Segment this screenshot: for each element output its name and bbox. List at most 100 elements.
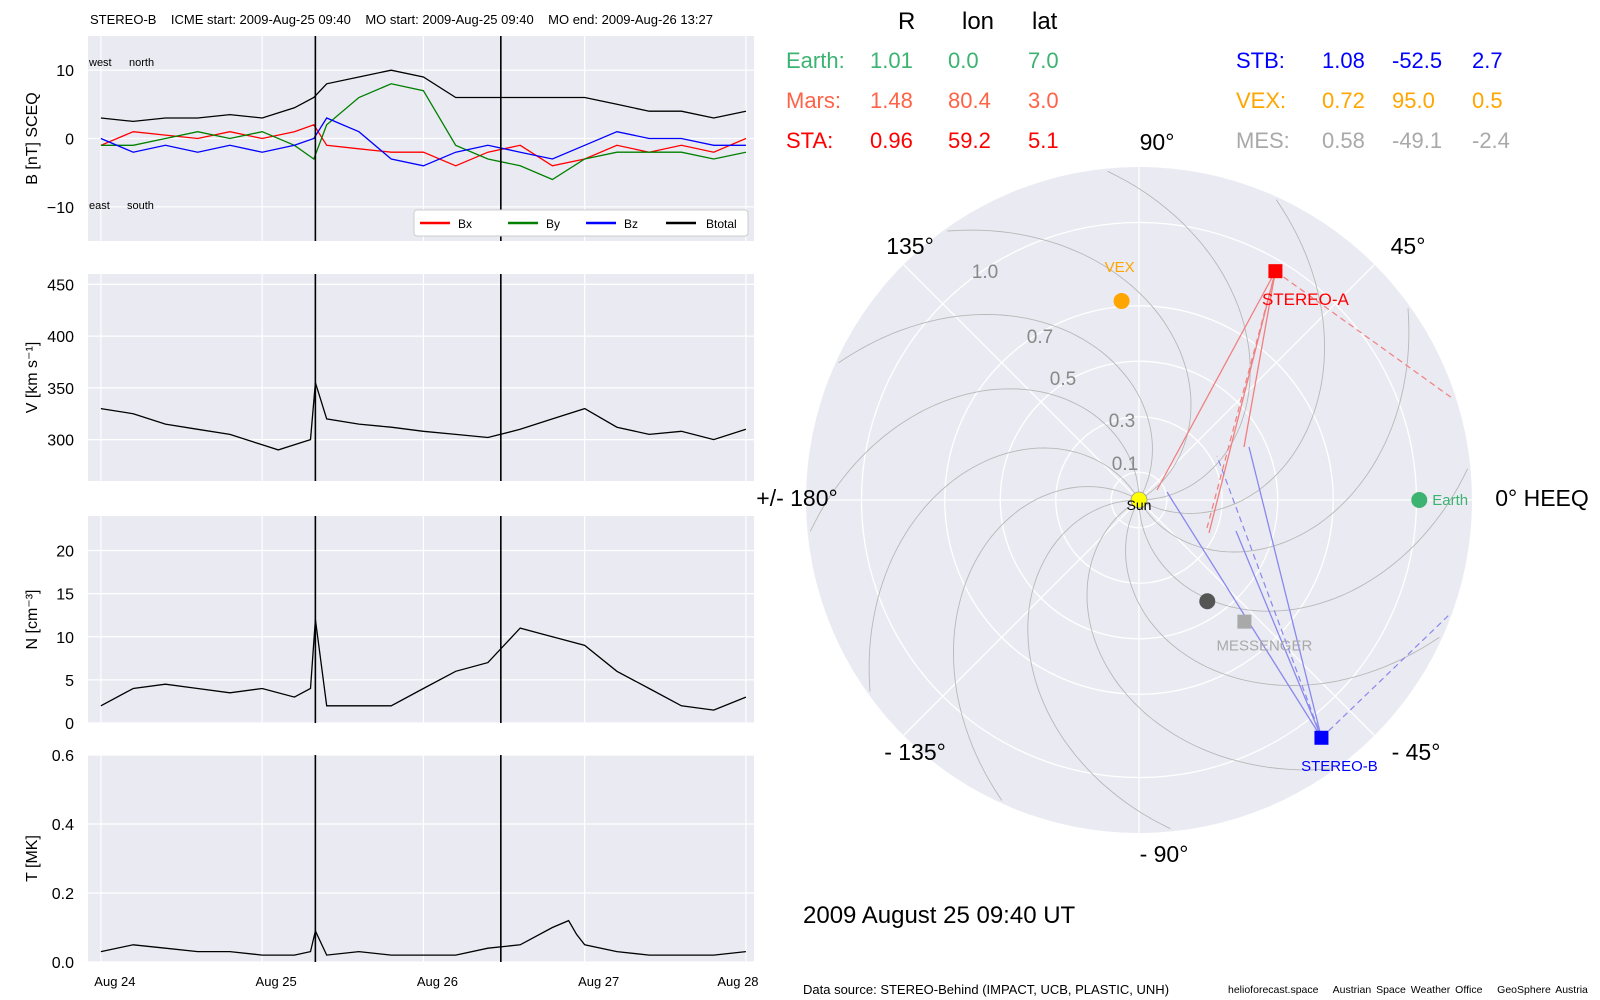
- credits: helioforecast.space Austrian Space Weath…: [1228, 984, 1588, 996]
- parker-spiral: [838, 314, 1153, 498]
- series-line-by: [100, 83, 747, 181]
- y-axis-label: N [cm⁻³]: [24, 590, 41, 650]
- annotation-north: north: [129, 57, 154, 69]
- position-lat: -2.4: [1472, 128, 1510, 153]
- column-header-r: R: [898, 8, 916, 35]
- position-lon: 80.4: [948, 88, 991, 113]
- annotation-west: west: [88, 57, 112, 69]
- legend-label-bx: Bx: [458, 217, 472, 231]
- y-tick-label: 300: [47, 433, 74, 450]
- angle-label: 135°: [886, 233, 934, 259]
- y-tick-label: 450: [47, 277, 74, 294]
- angle-label: - 90°: [1140, 841, 1189, 867]
- marker-messenger: [1237, 614, 1252, 629]
- x-tick-label: Aug 24: [94, 974, 135, 989]
- panel-V: 300 350 400 450 V [km s⁻¹]: [24, 274, 754, 481]
- column-header-lon: lon: [962, 8, 995, 35]
- column-header-lat: lat: [1032, 8, 1058, 35]
- legend-label-by: By: [546, 217, 560, 231]
- x-tick-label: Aug 25: [256, 974, 297, 989]
- y-tick-label: 0.6: [52, 748, 74, 765]
- body-label-sun: Sun: [1127, 497, 1152, 513]
- position-r: 1.01: [870, 48, 913, 73]
- position-lon: -49.1: [1392, 128, 1443, 153]
- marker-stereo-a: [1268, 264, 1283, 279]
- position-name: Mars:: [786, 88, 841, 113]
- legend-label-bz: Bz: [624, 217, 638, 231]
- parker-spiral: [868, 447, 1138, 692]
- position-lon: -52.5: [1392, 48, 1443, 73]
- parker-spiral: [1138, 468, 1469, 612]
- header-mo-end: MO end: 2009-Aug-26 13:27: [548, 12, 713, 27]
- marker-vex: [1113, 292, 1130, 309]
- y-tick-label: 0: [65, 132, 74, 149]
- angular-grid-line: [1138, 499, 1375, 736]
- y-tick-label: 0.0: [52, 955, 74, 972]
- position-lat: 2.7: [1472, 48, 1503, 73]
- parker-spiral: [1141, 199, 1325, 514]
- angular-grid-line: [903, 499, 1140, 736]
- series-line-btotal: [100, 69, 747, 123]
- angle-label: 0° HEEQ: [1495, 485, 1589, 511]
- body-label-earth: Earth: [1432, 492, 1468, 509]
- legend-box: [413, 209, 749, 237]
- x-tick-label: Aug 27: [578, 974, 619, 989]
- body-label-stereo-a: STEREO-A: [1262, 290, 1350, 309]
- angular-grid-line: [1138, 264, 1375, 501]
- y-tick-label: 0.4: [52, 817, 74, 834]
- sta-connection-dashed: [1275, 270, 1453, 399]
- data-source: Data source: STEREO-Behind (IMPACT, UCB,…: [803, 982, 1170, 997]
- stb-connection-dashed: [1216, 455, 1323, 738]
- position-name: MES:: [1236, 128, 1290, 153]
- y-tick-label: 400: [47, 329, 74, 346]
- position-lat: 3.0: [1028, 88, 1059, 113]
- polar-plot: 90° 45° 0° HEEQ - 45° - 90° - 135° +/- 180° 135…: [756, 129, 1589, 867]
- y-tick-label: 10: [56, 630, 74, 647]
- position-lon: 59.2: [948, 128, 991, 153]
- y-tick-label: 20: [56, 544, 74, 561]
- header-mo-start: MO start: 2009-Aug-25 09:40: [365, 12, 534, 27]
- angular-grid-line: [903, 264, 1140, 501]
- y-tick-label: 350: [47, 381, 74, 398]
- parker-spiral: [947, 229, 1192, 499]
- marker-sun: [1130, 491, 1148, 509]
- body-label-vex: VEX: [1105, 259, 1135, 276]
- y-axis-label: V [km s⁻¹]: [24, 342, 41, 414]
- header-icme-start: ICME start: 2009-Aug-25 09:40: [170, 12, 351, 27]
- stb-connection-line: [1248, 446, 1323, 738]
- radial-label: 0.5: [1050, 369, 1076, 390]
- position-lat: 5.1: [1028, 128, 1059, 153]
- y-tick-label: 5: [65, 673, 74, 690]
- position-r: 0.96: [870, 128, 913, 153]
- position-r: 1.08: [1322, 48, 1365, 73]
- position-name: VEX:: [1236, 88, 1287, 113]
- series-line-bz: [100, 117, 746, 167]
- date-label: 2009 August 25 09:40 UT: [803, 902, 1076, 929]
- position-name: STA:: [786, 128, 834, 153]
- series-line: [100, 619, 747, 711]
- plot-area: [88, 755, 754, 962]
- annotation-south: south: [127, 200, 154, 212]
- position-r: 0.58: [1322, 128, 1365, 153]
- y-axis-label: B [nT] SCEQ: [24, 92, 41, 184]
- radial-label: 0.7: [1027, 327, 1053, 348]
- position-name: Earth:: [786, 48, 845, 73]
- y-tick-label: 0: [65, 716, 74, 733]
- radial-label: 0.1: [1112, 454, 1138, 475]
- x-tick-label: Aug 28: [717, 974, 758, 989]
- parker-spiral: [809, 388, 1140, 532]
- position-r: 0.72: [1322, 88, 1365, 113]
- x-tick-label: Aug 26: [417, 974, 458, 989]
- body-label-stereo-b: STEREO-B: [1301, 758, 1378, 775]
- position-lon: 95.0: [1392, 88, 1435, 113]
- parker-spiral: [1125, 502, 1440, 686]
- series-line: [100, 919, 746, 956]
- marker-stereo-b: [1314, 730, 1329, 745]
- y-tick-label: 15: [56, 587, 74, 604]
- parker-spiral: [953, 486, 1137, 801]
- body-label-messenger: MESSENGER: [1216, 638, 1312, 655]
- panel-N: 0 5 10 15 20 N [cm⁻³]: [24, 516, 754, 733]
- radial-label: 0.3: [1109, 411, 1135, 432]
